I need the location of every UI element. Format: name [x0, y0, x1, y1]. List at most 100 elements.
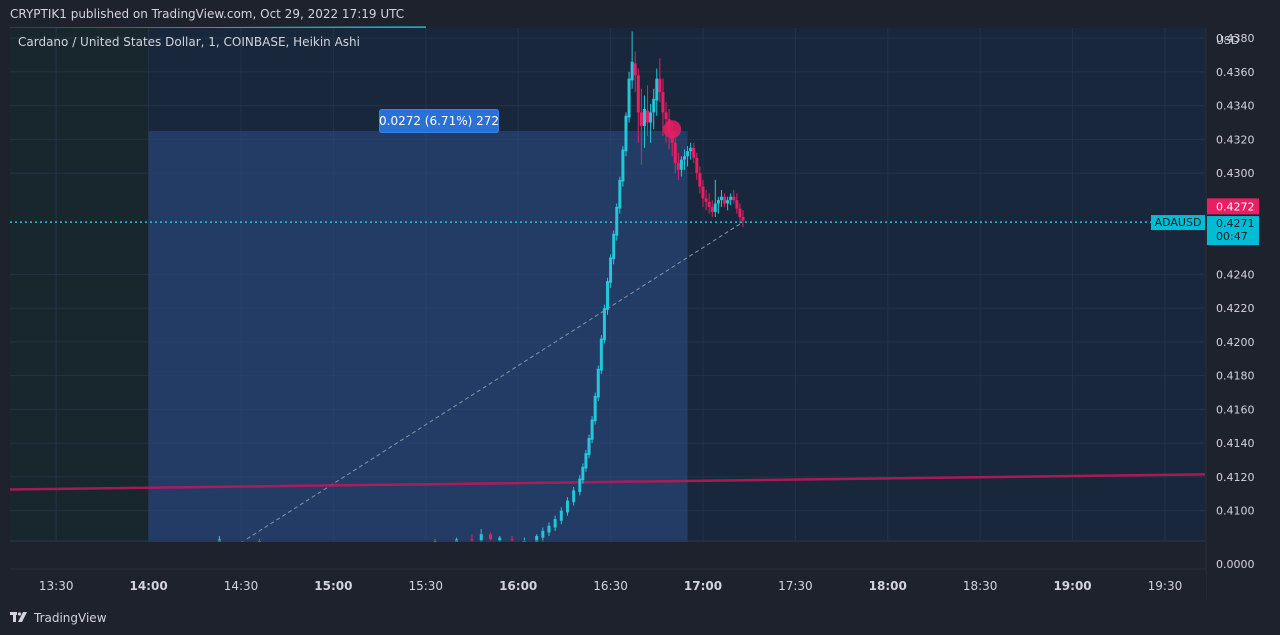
candle-body[interactable]	[738, 208, 742, 217]
candle-body[interactable]	[655, 78, 659, 101]
candle-body[interactable]	[612, 233, 616, 260]
candle-body[interactable]	[652, 98, 656, 113]
candle-body[interactable]	[535, 535, 539, 543]
candle-body[interactable]	[606, 281, 609, 310]
symbol-badge-label: ADAUSD	[1155, 216, 1202, 229]
candle-body[interactable]	[433, 541, 437, 543]
candle-body[interactable]	[673, 142, 677, 163]
candle-body[interactable]	[615, 206, 619, 236]
candle-body[interactable]	[658, 78, 662, 93]
candle-body[interactable]	[735, 200, 739, 209]
candle-body[interactable]	[596, 368, 600, 398]
candle-body[interactable]	[559, 510, 563, 521]
price-tick-label: 0.4300	[1216, 167, 1255, 180]
price-tick-label: 0.4380	[1216, 32, 1255, 45]
candle-body[interactable]	[510, 539, 514, 541]
pre-session-shade	[10, 28, 149, 541]
symbol-badge[interactable]	[1151, 215, 1205, 231]
chart-canvas[interactable]: 0.4380 0.4360 0.4340 0.4320 0.4300 0.4240 0.42…	[10, 28, 1270, 600]
candle-body[interactable]	[726, 200, 730, 204]
candle-body[interactable]	[704, 198, 708, 202]
candle-body[interactable]	[624, 115, 628, 152]
candle-body[interactable]	[565, 500, 569, 513]
candle-body[interactable]	[470, 539, 474, 541]
candle-body[interactable]	[676, 163, 680, 170]
candle-body[interactable]	[630, 61, 634, 81]
footer-brand[interactable]: TradingView	[10, 608, 107, 628]
current-price-badge[interactable]	[1207, 216, 1259, 246]
candle-body[interactable]	[590, 419, 594, 440]
price-axis[interactable]	[1206, 28, 1270, 600]
candle-body[interactable]	[621, 149, 625, 182]
candle-body[interactable]	[689, 147, 693, 152]
candle-body[interactable]	[636, 75, 640, 113]
candle-body[interactable]	[723, 196, 727, 204]
time-tick-label: 19:00	[1053, 579, 1091, 593]
candle-body[interactable]	[522, 541, 526, 543]
candle-body[interactable]	[729, 196, 733, 201]
candle-body[interactable]	[646, 110, 650, 123]
time-tick-label: 15:00	[314, 579, 352, 593]
candle-body[interactable]	[627, 78, 631, 118]
candle-body[interactable]	[547, 525, 551, 533]
time-tick-label: 19:30	[1148, 579, 1183, 593]
candle-body[interactable]	[701, 186, 705, 199]
candle-body[interactable]	[719, 196, 723, 201]
candle-body[interactable]	[584, 453, 588, 469]
candle-body[interactable]	[741, 217, 745, 221]
candle-body[interactable]	[578, 478, 582, 493]
candle-body[interactable]	[716, 200, 720, 204]
candle-body[interactable]	[599, 338, 603, 371]
last-price-badge[interactable]	[1207, 198, 1259, 215]
sub-pane[interactable]	[10, 542, 1205, 569]
candle-body[interactable]	[710, 206, 714, 212]
measure-tool-label[interactable]: 0.0272 (6.71%) 272	[379, 109, 499, 133]
candle-body[interactable]	[553, 519, 557, 528]
time-tick-label: 17:30	[778, 579, 813, 593]
candle-body[interactable]	[541, 530, 545, 538]
time-tick-label: 17:00	[684, 579, 722, 593]
candle-body[interactable]	[593, 395, 597, 422]
candle-body[interactable]	[649, 112, 653, 123]
time-axis[interactable]	[10, 569, 1206, 600]
candle-body[interactable]	[639, 112, 643, 126]
bar-countdown: 00:47	[1216, 230, 1248, 243]
symbol-legend[interactable]: Cardano / United States Dollar, 1, COINB…	[18, 35, 360, 49]
candle-body[interactable]	[707, 201, 711, 207]
candle-body[interactable]	[679, 159, 683, 170]
candle-body[interactable]	[695, 157, 699, 174]
tradingview-logo-icon	[10, 612, 28, 624]
candle-body[interactable]	[633, 63, 637, 76]
price-axis-unit[interactable]: USD	[1216, 34, 1240, 47]
trend-line[interactable]	[10, 473, 1206, 491]
candle-body[interactable]	[581, 466, 585, 481]
candle-body[interactable]	[692, 147, 696, 158]
price-tick-label: 0.4120	[1216, 471, 1255, 484]
candle-body[interactable]	[479, 534, 483, 541]
candle-body[interactable]	[602, 308, 606, 341]
price-tick-label: 0.4240	[1216, 268, 1255, 281]
candle-body[interactable]	[732, 196, 736, 201]
candle-body[interactable]	[587, 438, 591, 455]
measure-box[interactable]	[148, 130, 688, 543]
time-tick-label: 16:30	[593, 579, 628, 593]
sub-pane-tick-label: 0.0000	[1216, 558, 1255, 571]
candle-body[interactable]	[618, 179, 622, 209]
candle-body[interactable]	[257, 541, 261, 543]
candle-body[interactable]	[664, 112, 668, 120]
highlight-marker[interactable]	[663, 120, 682, 139]
price-tick-label: 0.4220	[1216, 302, 1255, 315]
candle-body[interactable]	[661, 92, 665, 113]
candle-body[interactable]	[609, 257, 613, 283]
candle-body[interactable]	[488, 534, 492, 540]
candle-body[interactable]	[498, 537, 502, 541]
candle-body[interactable]	[572, 490, 576, 503]
candle-body[interactable]	[698, 173, 702, 187]
candle-body[interactable]	[686, 151, 690, 157]
projection-dashed-line[interactable]	[240, 221, 744, 544]
candle-body[interactable]	[682, 156, 686, 160]
price-tick-label: 0.4100	[1216, 505, 1255, 518]
time-tick-label: 15:30	[408, 579, 443, 593]
candle-body[interactable]	[713, 203, 717, 212]
candle-body[interactable]	[642, 109, 646, 126]
